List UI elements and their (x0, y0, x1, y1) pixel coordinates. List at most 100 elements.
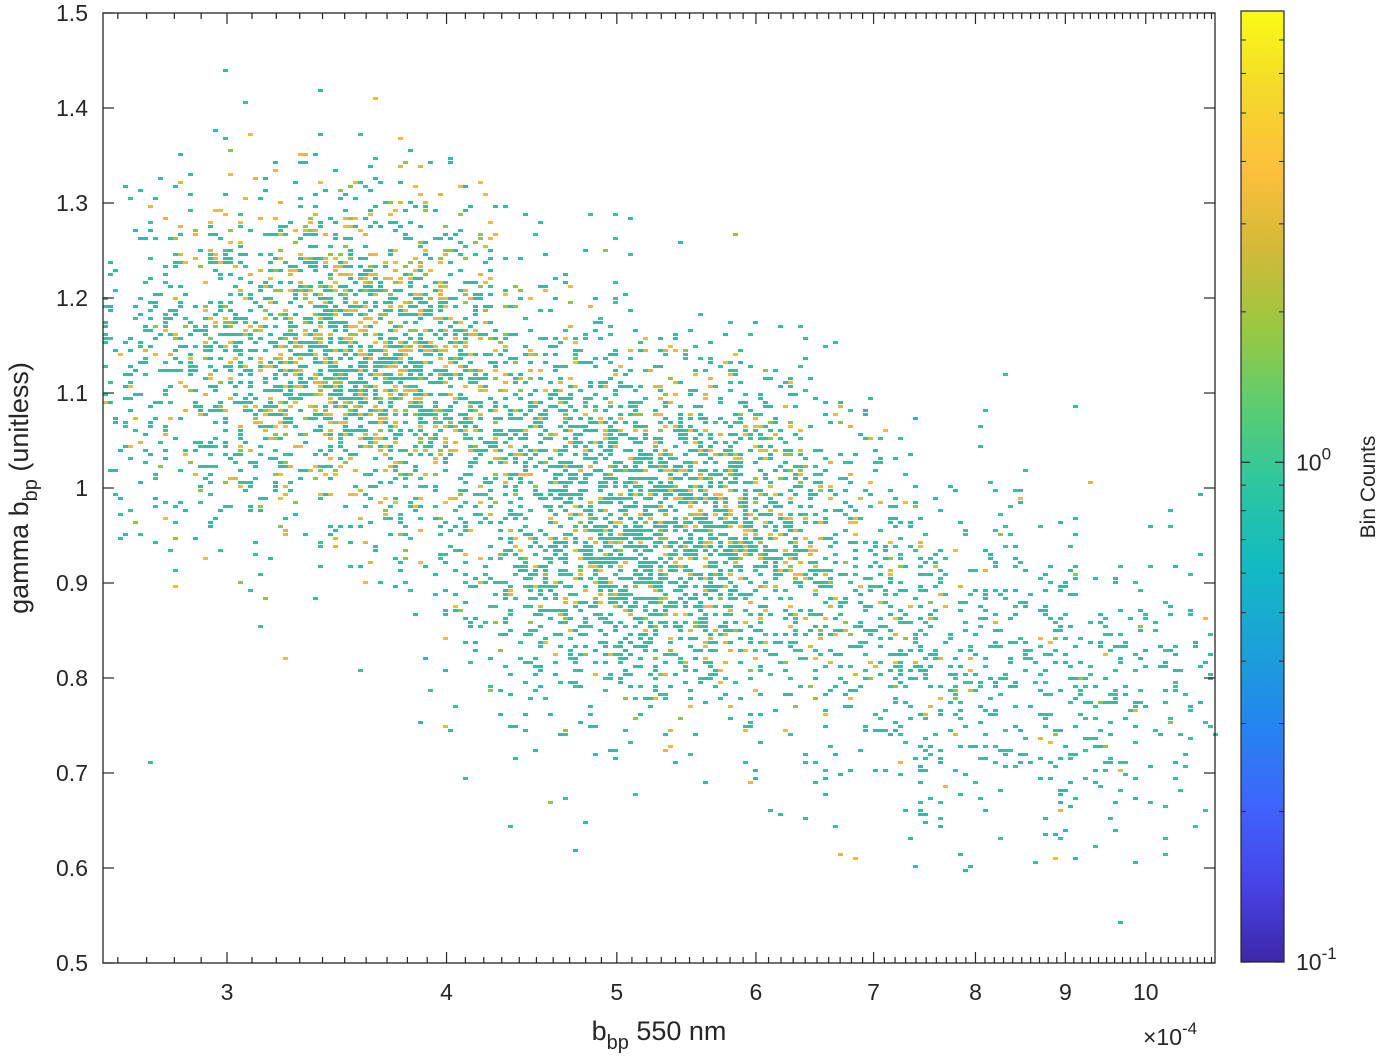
heatmap-bin (563, 409, 568, 412)
heatmap-bin (788, 569, 793, 572)
heatmap-bin (283, 529, 288, 532)
heatmap-bin (623, 545, 628, 548)
heatmap-bin (658, 453, 663, 456)
heatmap-bin (678, 557, 683, 560)
heatmap-bin (753, 549, 758, 552)
heatmap-bin (393, 361, 398, 364)
heatmap-bin (1108, 721, 1113, 724)
heatmap-bin (288, 357, 293, 360)
heatmap-bin (173, 297, 178, 300)
heatmap-bin (993, 745, 998, 748)
heatmap-bin (213, 445, 218, 448)
heatmap-bin (198, 249, 203, 252)
heatmap-bin (733, 433, 738, 436)
heatmap-bin (593, 573, 598, 576)
heatmap-bin (203, 317, 208, 320)
heatmap-bin (213, 253, 218, 256)
heatmap-bin (643, 697, 648, 700)
heatmap-bin (403, 273, 408, 276)
heatmap-bin (618, 533, 623, 536)
heatmap-bin (1048, 581, 1053, 584)
heatmap-bin (388, 517, 393, 520)
heatmap-bin (663, 749, 668, 752)
heatmap-bin (313, 337, 318, 340)
heatmap-bin (898, 669, 903, 672)
heatmap-bin (388, 405, 393, 408)
heatmap-bin (913, 549, 918, 552)
heatmap-bin (428, 373, 433, 376)
heatmap-bin (443, 233, 448, 236)
heatmap-bin (703, 585, 708, 588)
heatmap-bin (698, 445, 703, 448)
heatmap-bin (843, 501, 848, 504)
heatmap-bin (478, 385, 483, 388)
heatmap-bin (728, 513, 733, 516)
heatmap-bin (248, 281, 253, 284)
heatmap-bin (798, 561, 803, 564)
heatmap-bin (343, 245, 348, 248)
heatmap-bin (993, 713, 998, 716)
heatmap-bin (753, 529, 758, 532)
heatmap-bin (838, 605, 843, 608)
heatmap-bin (648, 613, 653, 616)
heatmap-bin (473, 309, 478, 312)
heatmap-bin (873, 461, 878, 464)
heatmap-bin (788, 529, 793, 532)
heatmap-bin (953, 549, 958, 552)
heatmap-bin (573, 541, 578, 544)
heatmap-bin (433, 281, 438, 284)
heatmap-bin (708, 377, 713, 380)
heatmap-bin (883, 729, 888, 732)
heatmap-bin (363, 541, 368, 544)
heatmap-bin (328, 437, 333, 440)
heatmap-bin (853, 549, 858, 552)
heatmap-bin (418, 413, 423, 416)
heatmap-bin (778, 477, 783, 480)
heatmap-bin (1028, 593, 1033, 596)
heatmap-bin (558, 409, 563, 412)
heatmap-bin (983, 733, 988, 736)
heatmap-bin (1198, 701, 1203, 704)
heatmap-bin (518, 429, 523, 432)
heatmap-bin (483, 305, 488, 308)
heatmap-bin (978, 705, 983, 708)
heatmap-bin (733, 553, 738, 556)
heatmap-bin (528, 369, 533, 372)
heatmap-bin (243, 369, 248, 372)
heatmap-bin (323, 349, 328, 352)
heatmap-bin (663, 497, 668, 500)
heatmap-bin (328, 369, 333, 372)
heatmap-bin (283, 421, 288, 424)
heatmap-bin (323, 317, 328, 320)
heatmap-bin (653, 581, 658, 584)
heatmap-bin (263, 497, 268, 500)
heatmap-bin (793, 613, 798, 616)
heatmap-bin (933, 609, 938, 612)
heatmap-bin (373, 457, 378, 460)
heatmap-bin (663, 489, 668, 492)
heatmap-bin (758, 433, 763, 436)
heatmap-bin (218, 401, 223, 404)
heatmap-bin (558, 389, 563, 392)
heatmap-bin (528, 597, 533, 600)
heatmap-bin (608, 497, 613, 500)
heatmap-bin (758, 541, 763, 544)
heatmap-bin (773, 433, 778, 436)
heatmap-bin (498, 649, 503, 652)
heatmap-bin (173, 309, 178, 312)
heatmap-bin (808, 569, 813, 572)
heatmap-bin (498, 341, 503, 344)
heatmap-bin (1018, 601, 1023, 604)
heatmap-bin (653, 629, 658, 632)
heatmap-bin (268, 425, 273, 428)
heatmap-bin (678, 629, 683, 632)
heatmap-bin (498, 389, 503, 392)
heatmap-bin (913, 661, 918, 664)
heatmap-bin (318, 541, 323, 544)
heatmap-bin (418, 497, 423, 500)
heatmap-bin (498, 457, 503, 460)
heatmap-bin (613, 429, 618, 432)
heatmap-bin (688, 753, 693, 756)
heatmap-bin (723, 361, 728, 364)
heatmap-bin (443, 725, 448, 728)
